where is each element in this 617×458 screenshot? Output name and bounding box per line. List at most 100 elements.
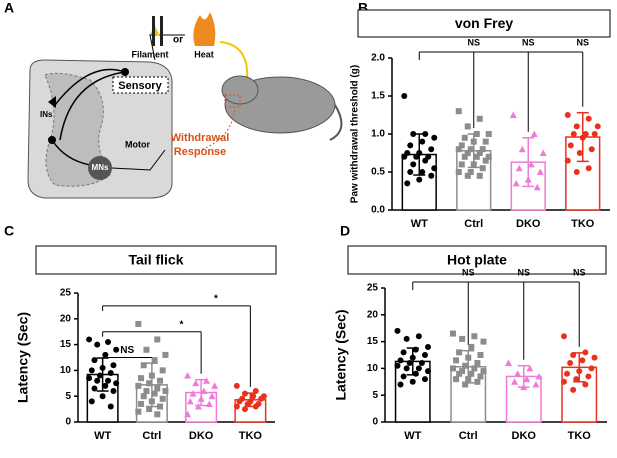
flame — [193, 12, 216, 46]
data-point — [479, 165, 486, 172]
panel-label: B — [358, 0, 368, 16]
data-point — [431, 134, 438, 141]
data-point — [96, 372, 103, 379]
data-point — [154, 411, 161, 418]
data-point — [151, 390, 158, 397]
data-point — [400, 349, 407, 356]
data-point — [244, 400, 251, 407]
data-point — [86, 336, 93, 343]
data-point — [110, 388, 117, 395]
data-point — [476, 150, 483, 156]
y-tick-label: 15 — [367, 336, 379, 347]
mouse-head — [221, 75, 259, 105]
data-point — [477, 352, 484, 358]
data-point — [573, 376, 580, 383]
data-point — [468, 343, 475, 350]
data-point — [146, 406, 153, 413]
data-point — [474, 378, 481, 385]
data-point — [564, 112, 571, 118]
y-tick-label: 20 — [60, 313, 72, 324]
data-point — [102, 382, 109, 389]
data-point — [140, 393, 147, 400]
sensory-box — [112, 76, 169, 94]
x-tick-label: WT — [404, 430, 421, 442]
data-point — [458, 161, 465, 168]
data-point — [159, 367, 166, 374]
chart-title: Hot plate — [447, 252, 507, 268]
data-point — [461, 134, 468, 141]
data-point — [464, 172, 471, 179]
data-point — [135, 408, 142, 415]
data-point — [404, 180, 411, 187]
data-point — [480, 368, 487, 375]
data-point — [99, 393, 106, 400]
data-point — [567, 142, 574, 149]
response-arrow — [199, 109, 236, 151]
data-point — [143, 346, 150, 353]
data-point — [573, 123, 580, 130]
data-point — [422, 157, 429, 164]
data-point — [455, 169, 462, 175]
data-point — [397, 357, 404, 364]
y-tick-label: 15 — [60, 339, 72, 350]
data-point — [143, 388, 150, 395]
significance-label: * — [214, 294, 218, 305]
data-point — [533, 183, 541, 191]
x-tick-label: Ctrl — [142, 430, 161, 442]
y-tick-label: 2.0 — [371, 53, 385, 64]
data-point — [456, 349, 463, 356]
data-point — [110, 362, 117, 369]
data-point — [88, 398, 95, 405]
data-point — [184, 410, 192, 418]
data-point — [86, 375, 93, 382]
x-tick-label: DKO — [189, 430, 214, 442]
data-point — [406, 360, 413, 367]
data-point — [403, 335, 410, 342]
data-point — [585, 165, 592, 172]
data-point — [474, 360, 481, 367]
data-point — [591, 131, 598, 137]
label-heat: Heat — [194, 49, 214, 59]
data-point — [539, 149, 547, 156]
data-point — [413, 153, 420, 160]
significance-label: NS — [522, 37, 535, 47]
data-point — [236, 398, 243, 405]
y-tick-label: 5 — [65, 391, 71, 402]
data-point — [509, 111, 517, 118]
data-point — [138, 375, 145, 382]
data-point — [585, 115, 592, 122]
interneuron-fiber — [51, 139, 91, 166]
data-point — [186, 397, 194, 405]
data-point — [192, 379, 200, 387]
x-tick-label: TKO — [239, 430, 263, 442]
data-point — [425, 368, 432, 375]
data-point — [482, 138, 489, 145]
data-point — [91, 357, 98, 364]
data-point — [576, 150, 583, 156]
data-point — [582, 349, 589, 356]
x-tick-label: TKO — [571, 218, 595, 230]
significance-label: NS — [120, 345, 134, 356]
label-motor: Motor — [125, 139, 150, 149]
data-point — [407, 169, 414, 175]
data-point — [480, 338, 487, 345]
data-point — [485, 153, 492, 160]
data-point — [409, 378, 416, 385]
y-tick-label: 10 — [60, 365, 72, 376]
y-axis-label: Latency (Sec) — [333, 309, 349, 400]
data-point — [105, 339, 112, 346]
sensory-fiber — [59, 71, 126, 141]
arrow-filament — [149, 34, 185, 61]
data-point — [453, 376, 460, 383]
data-point — [415, 333, 422, 340]
data-point — [455, 108, 462, 115]
paw-box — [224, 94, 241, 108]
data-point — [184, 372, 192, 379]
data-point — [233, 382, 240, 389]
data-point — [512, 179, 520, 187]
label-ins: INs — [40, 110, 53, 119]
neuron — [121, 68, 129, 76]
data-point — [138, 400, 145, 407]
data-point — [102, 351, 109, 358]
